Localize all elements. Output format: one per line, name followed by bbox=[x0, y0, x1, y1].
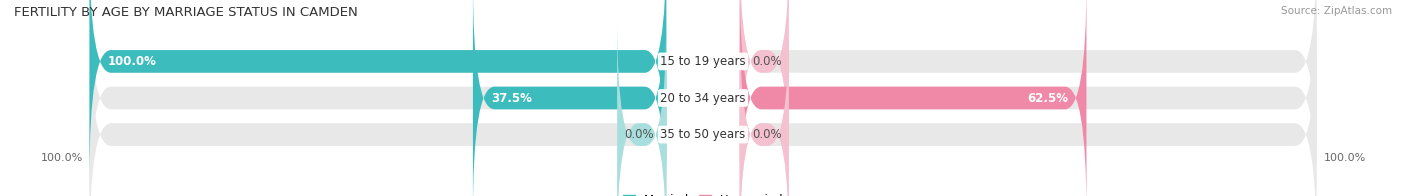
Text: 62.5%: 62.5% bbox=[1026, 92, 1069, 104]
Text: Source: ZipAtlas.com: Source: ZipAtlas.com bbox=[1281, 6, 1392, 16]
FancyBboxPatch shape bbox=[740, 0, 1316, 196]
Text: 100.0%: 100.0% bbox=[1323, 153, 1365, 163]
FancyBboxPatch shape bbox=[90, 0, 666, 178]
FancyBboxPatch shape bbox=[472, 0, 666, 196]
Text: 37.5%: 37.5% bbox=[491, 92, 533, 104]
FancyBboxPatch shape bbox=[90, 18, 666, 196]
FancyBboxPatch shape bbox=[90, 0, 666, 178]
FancyBboxPatch shape bbox=[740, 0, 1316, 178]
Text: 35 to 50 years: 35 to 50 years bbox=[661, 128, 745, 141]
Legend: Married, Unmarried: Married, Unmarried bbox=[623, 194, 783, 196]
Text: 100.0%: 100.0% bbox=[41, 153, 83, 163]
FancyBboxPatch shape bbox=[740, 0, 1087, 196]
FancyBboxPatch shape bbox=[740, 0, 789, 178]
Text: FERTILITY BY AGE BY MARRIAGE STATUS IN CAMDEN: FERTILITY BY AGE BY MARRIAGE STATUS IN C… bbox=[14, 6, 357, 19]
Text: 15 to 19 years: 15 to 19 years bbox=[661, 55, 745, 68]
Text: 100.0%: 100.0% bbox=[108, 55, 156, 68]
FancyBboxPatch shape bbox=[740, 18, 789, 196]
FancyBboxPatch shape bbox=[740, 18, 1316, 196]
FancyBboxPatch shape bbox=[617, 18, 666, 196]
Text: 0.0%: 0.0% bbox=[752, 55, 782, 68]
Text: 0.0%: 0.0% bbox=[624, 128, 654, 141]
Text: 20 to 34 years: 20 to 34 years bbox=[661, 92, 745, 104]
Text: 0.0%: 0.0% bbox=[752, 128, 782, 141]
FancyBboxPatch shape bbox=[90, 0, 666, 196]
